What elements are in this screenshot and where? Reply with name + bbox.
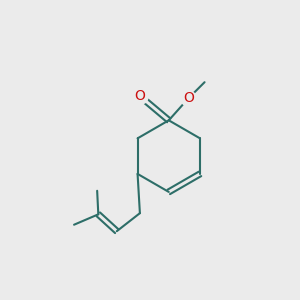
Text: O: O	[134, 89, 145, 103]
Text: O: O	[183, 92, 194, 105]
